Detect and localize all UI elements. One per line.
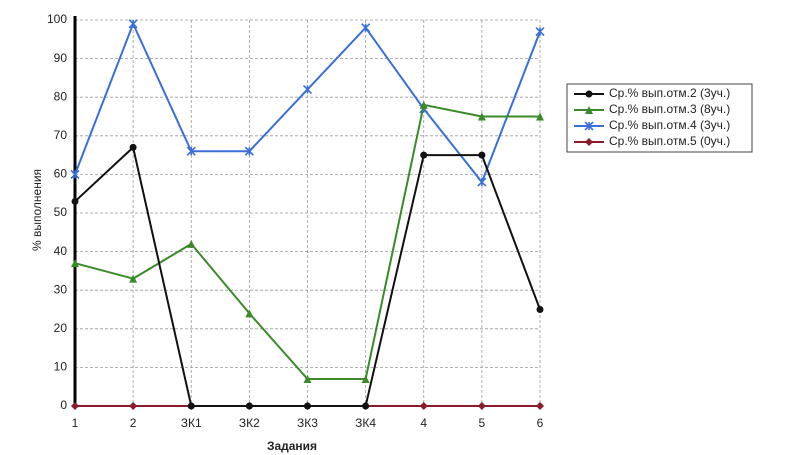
marker bbox=[70, 169, 80, 179]
y-tick-label: 10 bbox=[54, 360, 68, 374]
x-tick-label: ЗК3 bbox=[297, 416, 318, 430]
legend-label: Ср.% вып.отм.3 (8уч.) bbox=[609, 102, 730, 116]
x-tick-label: 6 bbox=[537, 416, 544, 430]
y-tick-label: 30 bbox=[54, 282, 68, 296]
marker bbox=[478, 151, 486, 159]
x-tick-label: 2 bbox=[130, 416, 137, 430]
x-tick-label: 1 bbox=[72, 416, 79, 430]
legend-label: Ср.% вып.отм.4 (3уч.) bbox=[609, 118, 730, 132]
marker bbox=[129, 274, 138, 283]
marker bbox=[304, 402, 311, 410]
x-tick-label: 5 bbox=[479, 416, 486, 430]
marker bbox=[302, 84, 313, 95]
y-tick-label: 20 bbox=[54, 321, 68, 335]
y-tick-label: 40 bbox=[54, 244, 68, 258]
x-axis-title: Задания bbox=[267, 439, 317, 453]
marker bbox=[535, 27, 545, 37]
y-tick-label: 100 bbox=[47, 12, 67, 26]
marker bbox=[187, 402, 195, 410]
legend-label: Ср.% вып.отм.2 (3уч.) bbox=[609, 86, 730, 100]
x-tick-label: ЗК2 bbox=[239, 416, 260, 430]
marker bbox=[186, 146, 196, 156]
marker bbox=[585, 90, 593, 98]
marker bbox=[536, 402, 544, 410]
y-tick-label: 0 bbox=[60, 398, 67, 412]
marker bbox=[187, 239, 196, 248]
marker bbox=[477, 112, 486, 121]
y-tick-label: 90 bbox=[54, 51, 68, 65]
marker bbox=[362, 402, 370, 410]
marker bbox=[536, 112, 544, 121]
marker bbox=[420, 151, 428, 159]
marker bbox=[71, 259, 79, 268]
marker bbox=[129, 143, 137, 151]
marker bbox=[303, 374, 312, 383]
marker bbox=[585, 106, 593, 114]
y-tick-label: 50 bbox=[54, 205, 68, 219]
marker bbox=[361, 374, 370, 383]
y-axis-title: % выполнения bbox=[30, 169, 44, 251]
x-tick-label: ЗК1 bbox=[181, 416, 202, 430]
marker bbox=[419, 402, 428, 410]
legend-label: Ср.% вып.отм.5 (0уч.) bbox=[609, 134, 730, 148]
marker bbox=[245, 402, 253, 410]
marker bbox=[477, 177, 487, 187]
y-tick-label: 80 bbox=[54, 89, 68, 103]
marker bbox=[244, 146, 254, 156]
marker bbox=[71, 197, 79, 205]
y-tick-label: 70 bbox=[54, 128, 68, 142]
x-tick-label: ЗК4 bbox=[355, 416, 376, 430]
y-tick-label: 60 bbox=[54, 167, 68, 181]
marker bbox=[536, 306, 544, 313]
marker bbox=[128, 19, 138, 29]
marker bbox=[245, 309, 254, 318]
marker bbox=[585, 138, 593, 146]
marker bbox=[419, 100, 428, 109]
marker bbox=[477, 402, 486, 410]
marker bbox=[129, 402, 138, 410]
marker bbox=[584, 121, 594, 131]
marker bbox=[361, 23, 371, 33]
legend-box bbox=[566, 83, 753, 153]
marker bbox=[71, 402, 79, 410]
x-tick-label: 4 bbox=[420, 416, 427, 430]
